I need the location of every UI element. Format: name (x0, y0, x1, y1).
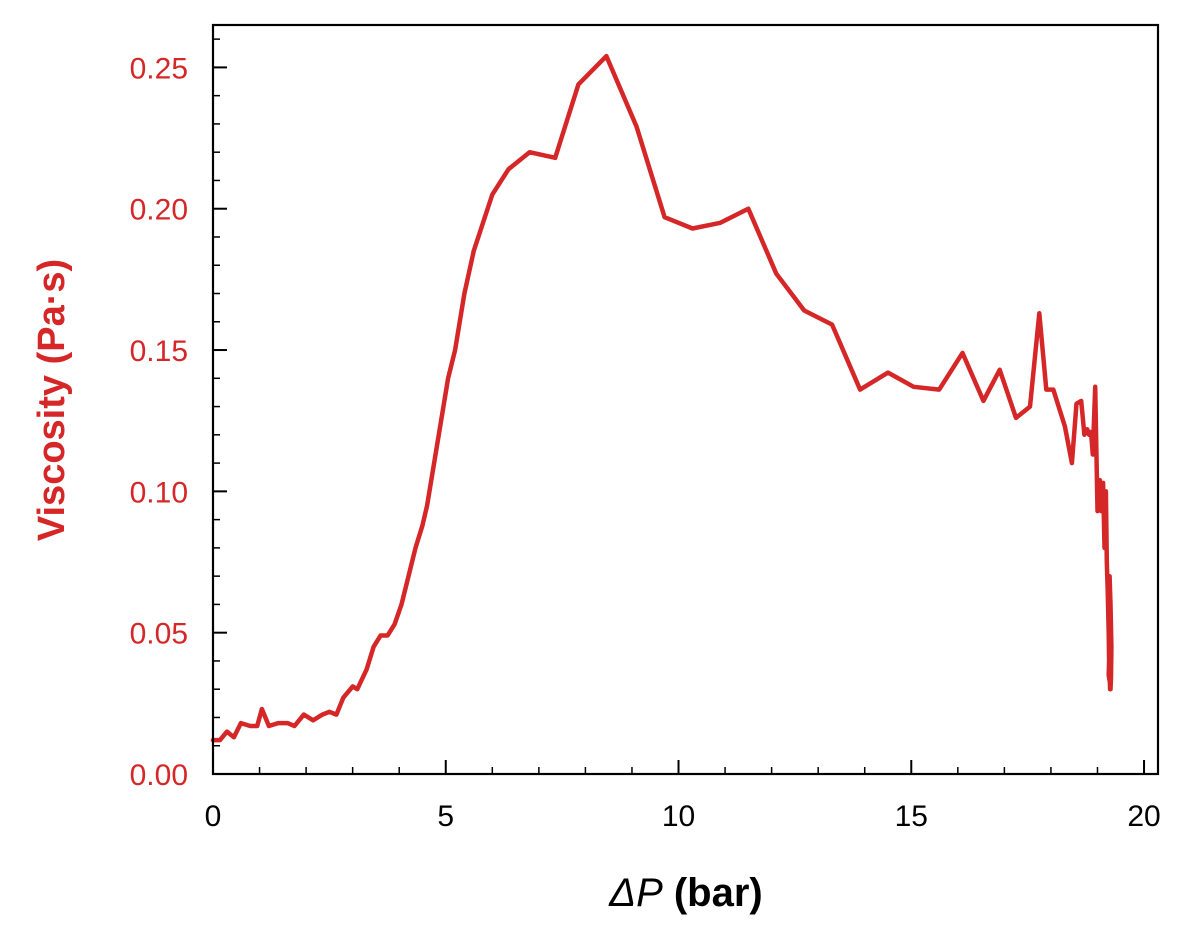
y-tick-label: 0.20 (130, 194, 188, 227)
plot-area (210, 53, 1114, 743)
x-tick-labels: 0 5 10 15 20 (205, 800, 1161, 833)
major-ticks (212, 66, 1146, 775)
y-tick-label: 0.10 (130, 476, 188, 509)
x-axis-unit: (bar) (663, 871, 763, 915)
x-axis-symbol: ΔP (608, 871, 663, 915)
y-tick-label: 0.05 (130, 618, 188, 651)
x-tick-label: 20 (1127, 800, 1160, 833)
x-tick-label: 5 (437, 800, 454, 833)
x-axis-title: ΔP (bar) (608, 871, 763, 915)
axes-frame (211, 23, 1160, 776)
series-line (210, 53, 1114, 743)
x-tick-label: 10 (662, 800, 695, 833)
y-tick-label: 0.25 (130, 52, 188, 85)
y-tick-label: 0.15 (130, 335, 188, 368)
y-axis-title: Viscosity (Pa·s) (31, 259, 73, 541)
minor-ticks (213, 38, 1099, 774)
x-tick-label: 0 (205, 800, 222, 833)
y-tick-labels: 0.00 0.05 0.10 0.15 0.20 0.25 (130, 52, 188, 792)
y-tick-label: 0.00 (130, 759, 188, 792)
x-tick-label: 15 (895, 800, 928, 833)
